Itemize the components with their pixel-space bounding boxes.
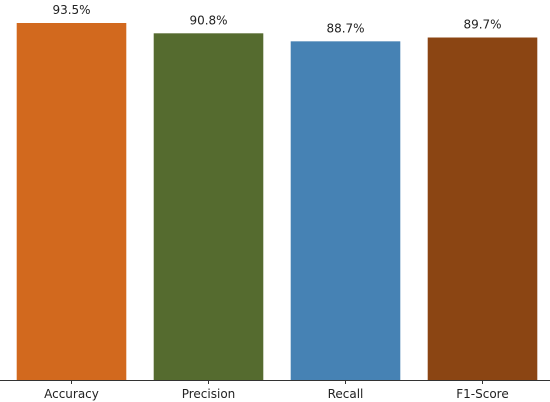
value-label-precision: 90.8% bbox=[189, 13, 227, 27]
bar-recall bbox=[290, 41, 401, 380]
value-label-recall: 88.7% bbox=[326, 21, 364, 35]
value-label-f1-score: 89.7% bbox=[463, 18, 501, 32]
x-ticks-layer bbox=[71, 380, 483, 384]
tick-label-recall: Recall bbox=[328, 387, 364, 401]
bar-precision bbox=[153, 33, 264, 381]
bar-accuracy bbox=[16, 23, 127, 380]
bars-layer bbox=[16, 23, 538, 381]
tick-label-accuracy: Accuracy bbox=[44, 387, 99, 401]
value-label-accuracy: 93.5% bbox=[52, 3, 90, 17]
tick-label-f1-score: F1-Score bbox=[456, 387, 508, 401]
tick-label-precision: Precision bbox=[182, 387, 236, 401]
bar-f1-score bbox=[427, 37, 538, 380]
value-labels-layer: 93.5% 90.8% 88.7% 89.7% bbox=[52, 3, 501, 35]
tick-labels-layer: Accuracy Precision Recall F1-Score bbox=[44, 387, 509, 401]
